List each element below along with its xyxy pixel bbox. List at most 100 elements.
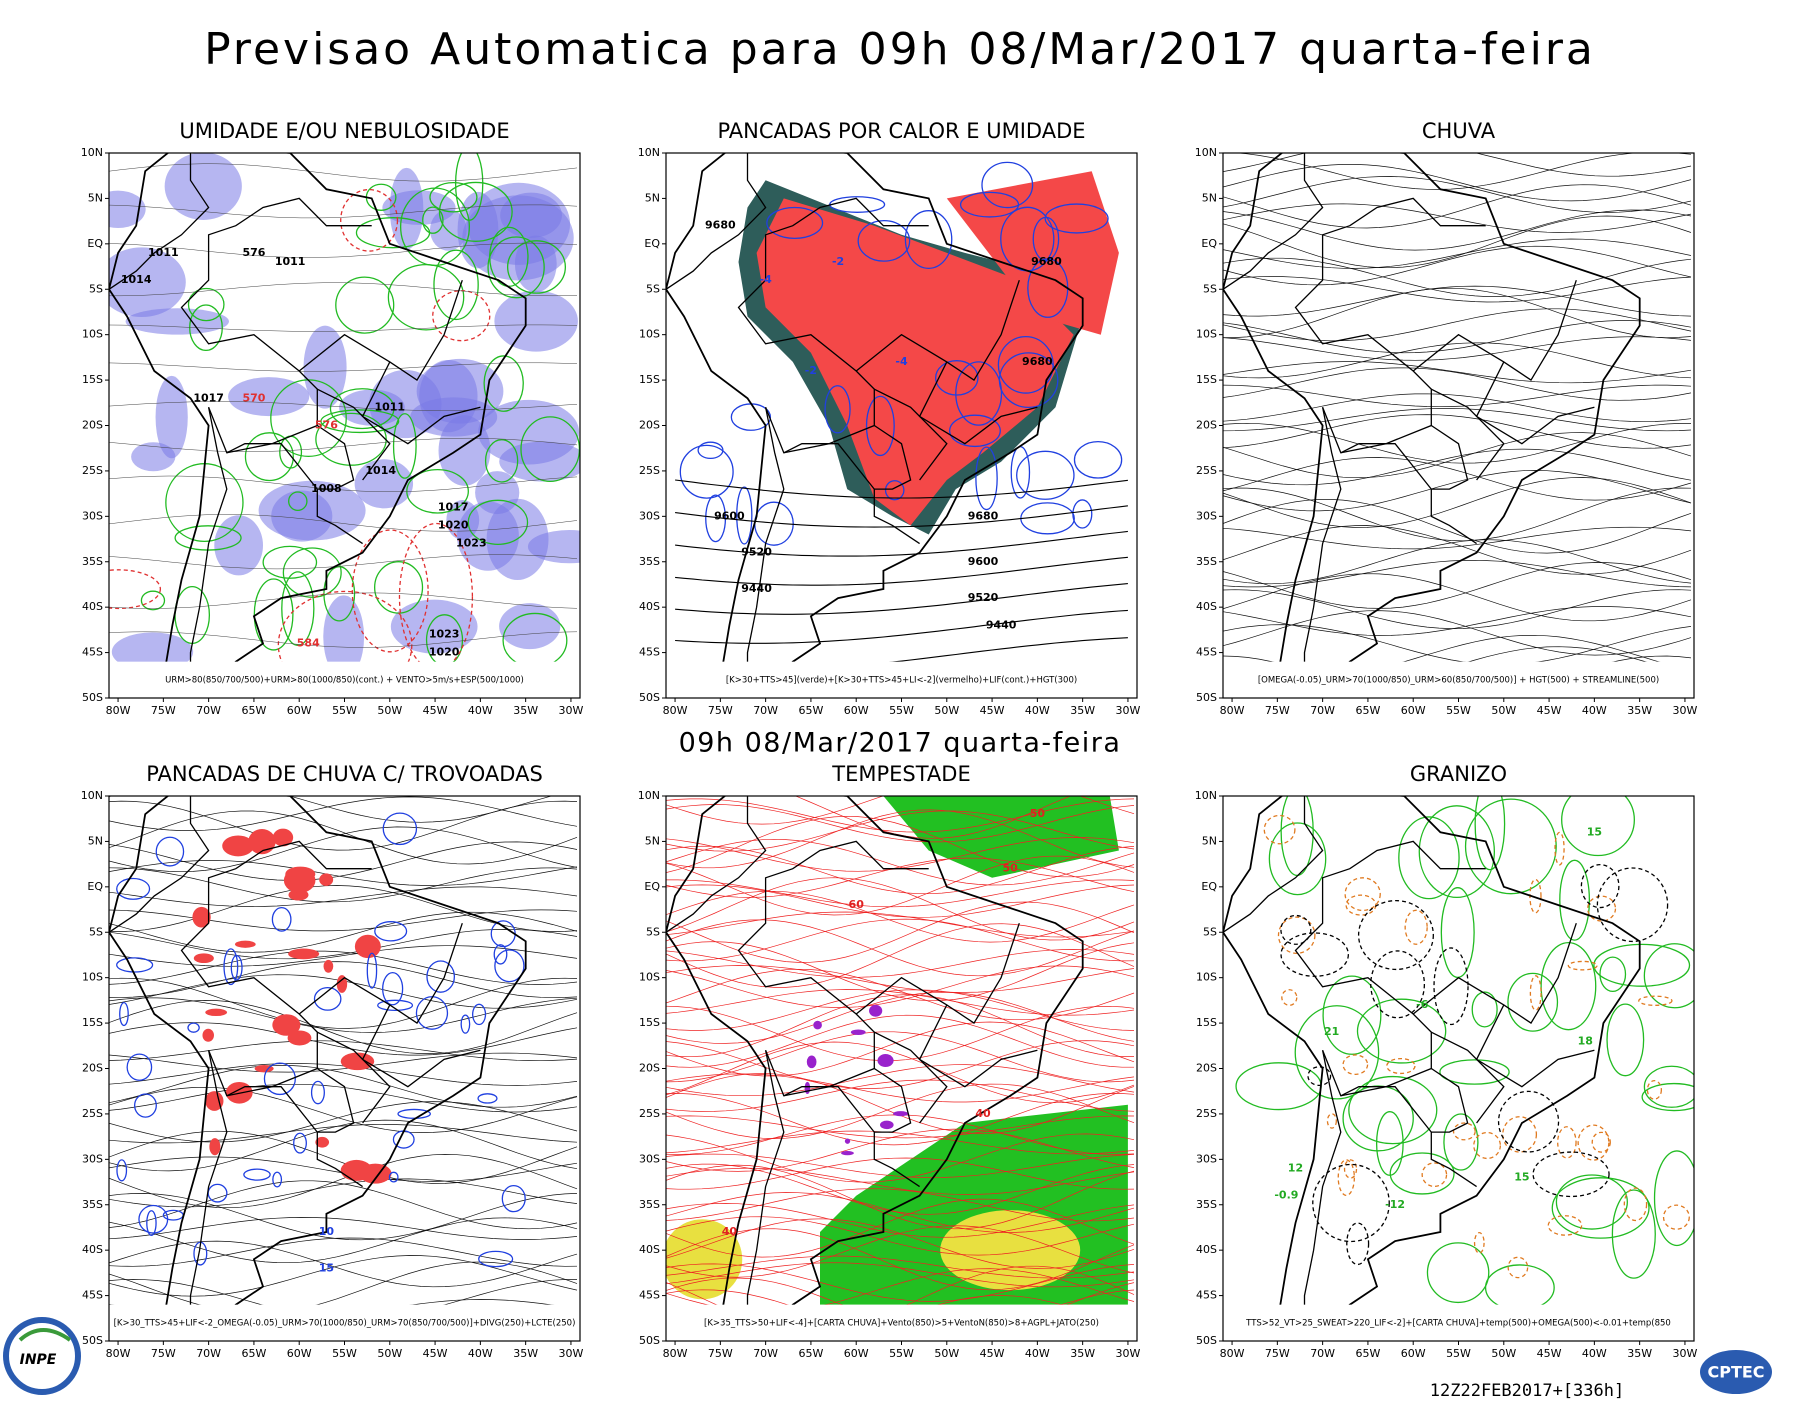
contour [1452,1122,1476,1141]
streamline [109,1240,578,1288]
lon-label: 30W [1673,704,1698,717]
contour [282,547,342,598]
streamline [666,879,1135,908]
lon-label: 65W [1355,704,1380,717]
streamline [1223,562,1692,609]
contour [138,1204,169,1234]
lat-label: 30S [82,509,103,522]
caption-band [1223,1304,1694,1341]
contour [1016,450,1075,500]
streamline [666,890,1135,943]
lat-label: 40S [82,600,103,613]
shaded-area [844,1138,851,1144]
border [1431,1031,1505,1124]
lon-label: 40W [1582,704,1607,717]
lat-label: 5N [645,191,660,204]
contour [501,1184,526,1213]
streamline [109,1119,578,1172]
contour [230,955,243,981]
streamline [666,1083,1135,1139]
lon-label: 30W [1673,1347,1698,1360]
contour [1551,1177,1650,1239]
lon-label: 80W [663,704,688,717]
contour-label: 21 [1324,1025,1339,1038]
contour [313,987,342,1011]
contour [351,529,429,653]
logo-right: CPTEC [1707,1363,1764,1382]
lon-label: 55W [889,704,914,717]
streamline [109,1083,578,1113]
streamline [109,800,578,851]
shaded-area [288,948,320,960]
streamline [109,163,578,182]
contour [1280,914,1312,945]
contour [494,949,525,983]
streamline [109,1130,578,1184]
shaded-area [499,441,580,482]
streamline [666,798,1135,833]
shaded-area [164,153,242,220]
streamline [666,1225,1135,1278]
border [298,279,463,382]
lon-label: 65W [1355,1347,1380,1360]
contour [1439,1059,1510,1085]
contour [392,413,417,479]
streamline [666,810,1135,852]
shaded-area [883,796,1119,878]
lat-label: 50S [1196,691,1217,704]
contour [1312,1163,1390,1243]
streamline [666,911,1135,938]
contour [1596,867,1669,943]
contour [675,479,1128,499]
lat-label: 35S [82,555,103,568]
streamline [1223,384,1692,408]
lon-label: 35W [1627,1347,1652,1360]
contour [1263,814,1296,845]
streamline [666,1073,1135,1103]
lat-label: 30S [1196,509,1217,522]
lat-label: EQ [1201,237,1217,250]
contour [119,1001,129,1027]
streamline [109,997,578,1033]
lat-label: EQ [644,237,660,250]
shaded-area [323,595,365,679]
contour-label: 10 [319,1225,335,1238]
streamline [1223,414,1692,449]
streamline [1223,184,1692,229]
shaded-area [193,953,214,964]
contour-label: 40 [975,1107,991,1120]
streamline [109,1180,578,1230]
contour [271,906,292,932]
streamline [1223,276,1692,303]
contour [422,206,444,234]
panel-title: CHUVA [1422,119,1496,143]
streamline [666,845,1135,895]
contour [1307,1066,1332,1087]
shaded-area [804,1081,811,1095]
contour-label: 1014 [365,464,396,477]
map-panel: [OMEGA(-0.05)_URM>70(1000/850)_URM>60(85… [1195,146,1698,717]
border [361,361,481,445]
border [1475,361,1595,445]
streamline [666,857,1135,898]
contour [1073,441,1123,479]
contour-label: -0.9 [1274,1189,1298,1202]
contour [277,590,413,698]
panel-caption: URM>80(850/700/500)+URM>80(1000/850)(con… [165,675,524,685]
contour [1643,943,1694,1009]
lat-label: 35S [1196,555,1217,568]
streamline [1223,448,1692,486]
lat-label: 25S [639,1107,660,1120]
streamline [666,994,1134,1058]
shaded-area [205,1091,224,1111]
contour-label: 1020 [438,518,469,531]
contour-label: 9680 [1031,255,1062,268]
contour-label: 40 [722,1225,738,1238]
lat-label: 10S [82,971,103,984]
contour [374,561,424,614]
lon-label: 30W [1116,1347,1141,1360]
contour [438,181,513,242]
contour [1611,1189,1656,1279]
contour [679,444,734,499]
contour [766,206,824,240]
